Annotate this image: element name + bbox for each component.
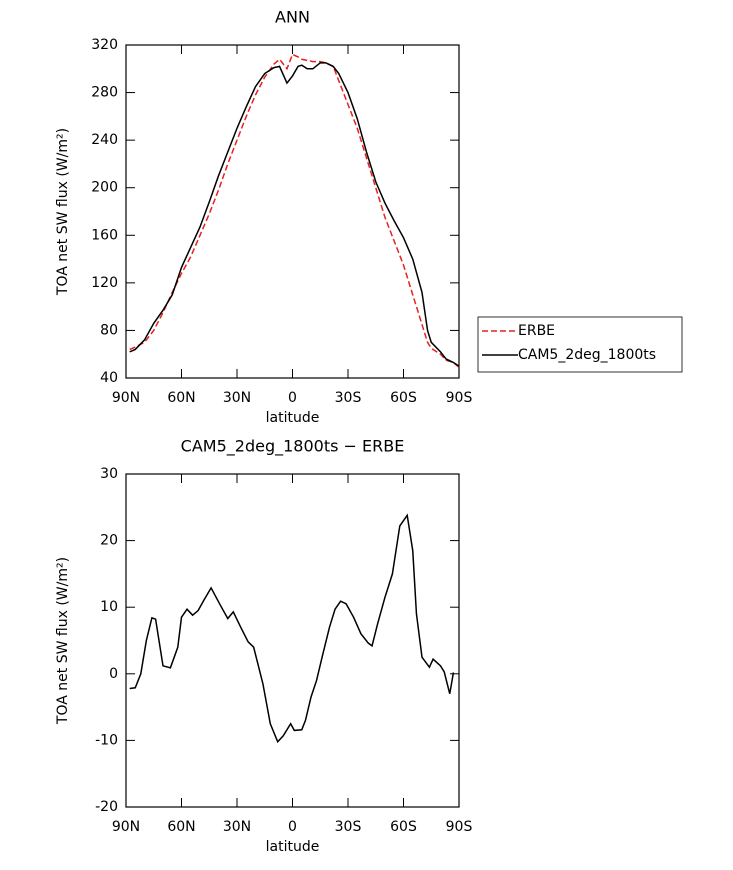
x-axis-label: latitude [266,839,320,855]
y-tick-label: 40 [100,370,118,386]
y-tick-label: 30 [100,466,118,482]
y-tick-label: 200 [91,180,118,196]
y-tick-label: 120 [91,275,118,291]
y-tick-label: 160 [91,227,118,243]
data-line [129,513,455,744]
data-line [129,62,460,367]
x-tick-label: 90N [112,819,140,835]
chart-title: CAM5_2deg_1800ts − ERBE [181,437,405,457]
x-axis-label: latitude [266,410,320,426]
y-tick-label: 320 [91,37,118,53]
x-tick-label: 90S [446,390,473,406]
x-tick-label: 60S [390,819,417,835]
plot-frame [125,473,460,808]
x-tick-label: 0 [288,390,297,406]
y-tick-label: 280 [91,85,118,101]
y-tick-label: 240 [91,132,118,148]
x-tick-label: 90N [112,390,140,406]
data-line [129,53,460,368]
y-tick-label: 20 [100,533,118,549]
chart-title: ANN [275,8,310,27]
y-tick-label: 0 [109,666,118,682]
y-axis-label: TOA net SW flux (W/m²) [55,128,71,296]
y-tick-label: 10 [100,599,118,615]
x-tick-label: 90S [446,819,473,835]
x-tick-label: 60N [167,390,195,406]
y-tick-label: -10 [95,732,118,748]
legend-label: CAM5_2deg_1800ts [518,347,656,363]
x-tick-label: 0 [288,819,297,835]
y-tick-label: 80 [100,322,118,338]
plot-frame [125,44,460,379]
y-tick-label: -20 [95,799,118,815]
legend-box [477,316,683,373]
x-tick-label: 60N [167,819,195,835]
x-tick-label: 30S [335,390,362,406]
y-axis-label: TOA net SW flux (W/m²) [55,557,71,725]
x-tick-label: 30N [223,819,251,835]
x-tick-label: 30N [223,390,251,406]
x-tick-label: 30S [335,819,362,835]
legend-label: ERBE [518,323,555,339]
x-tick-label: 60S [390,390,417,406]
